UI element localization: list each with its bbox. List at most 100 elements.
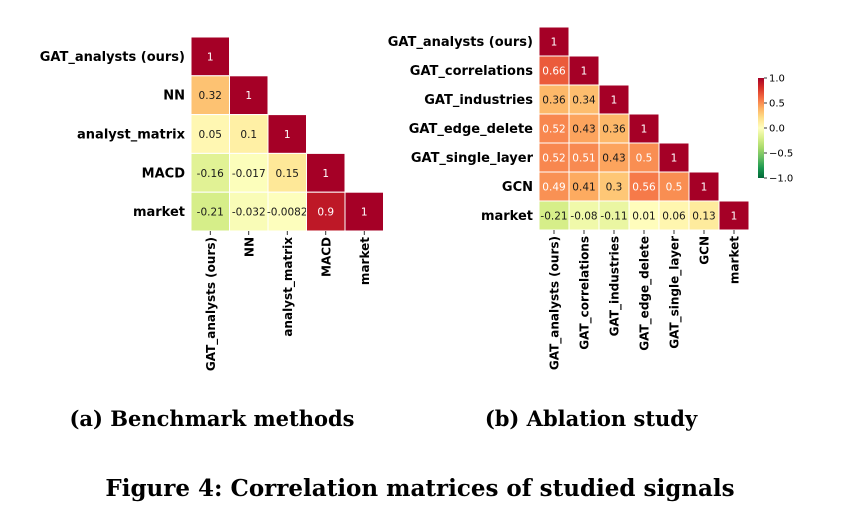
subcaption-b: (b) Ablation study xyxy=(485,406,698,431)
figure-caption: Figure 4: Correlation matrices of studie… xyxy=(105,475,734,502)
heatmap-benchmark: GAT_analysts (ours) NN analyst_matrix MACD m… xyxy=(40,36,384,371)
heatmap-cell xyxy=(598,84,630,115)
cell-value: -0.08 xyxy=(570,211,597,223)
column-label: MACD xyxy=(319,237,333,277)
heatmap-cell xyxy=(628,142,660,173)
heatmap-cell xyxy=(229,191,269,232)
cell-value: 0.41 xyxy=(572,182,595,194)
row-label: MACD xyxy=(142,166,186,181)
cell-value: 1 xyxy=(581,66,588,78)
heatmap-ablation: GAT_analysts (ours) GAT_correlations GAT_i… xyxy=(388,26,750,370)
cell-value: -0.11 xyxy=(600,211,627,223)
cell-value: 0.01 xyxy=(632,211,655,223)
colorbar-gradient xyxy=(758,78,764,178)
heatmap-cell xyxy=(267,114,307,154)
column-label: GCN xyxy=(698,236,712,265)
colorbar-tick-label: 0.0 xyxy=(769,124,785,135)
heatmap-cell xyxy=(190,36,230,77)
cell-value: 0.51 xyxy=(572,153,595,165)
heatmap-cell xyxy=(229,152,269,193)
cell-value: 1 xyxy=(671,153,678,165)
cell-value: 0.1 xyxy=(240,129,257,141)
colorbar: 1.0 0.5 0.0 −0.5 −1.0 xyxy=(758,74,793,185)
heatmap-cell xyxy=(538,113,570,144)
cell-value: 0.49 xyxy=(542,182,565,194)
row-label: GAT_analysts (ours) xyxy=(388,35,533,50)
subcaption-a: (a) Benchmark methods xyxy=(69,406,354,431)
column-label: NN xyxy=(242,237,256,257)
column-label: analyst_matrix xyxy=(281,237,296,337)
cell-value: -0.21 xyxy=(540,211,567,223)
row-label: GAT_industries xyxy=(424,93,533,108)
cell-value: 0.52 xyxy=(542,153,565,165)
column-label: GAT_single_layer xyxy=(668,236,683,349)
cell-value: 1 xyxy=(361,207,368,219)
cell-value: 1 xyxy=(322,168,329,180)
cell-value: 0.36 xyxy=(602,124,626,136)
cell-value: 1 xyxy=(731,211,738,223)
cell-value: 1 xyxy=(641,124,648,136)
cell-value: 0.13 xyxy=(692,211,715,223)
cell-value: -0.032 xyxy=(232,207,266,219)
heatmap-cell xyxy=(658,142,690,173)
cell-value: 0.9 xyxy=(317,207,334,219)
heatmap-cell xyxy=(568,55,600,86)
cell-value: 1 xyxy=(245,90,252,102)
cell-value: 0.52 xyxy=(542,124,565,136)
colorbar-tick-label: −1.0 xyxy=(769,174,793,185)
cell-value: 0.3 xyxy=(606,182,623,194)
cell-value: 0.56 xyxy=(632,182,656,194)
row-label: GAT_single_layer xyxy=(411,151,534,166)
row-label: market xyxy=(481,209,533,224)
column-label: GAT_analysts (ours) xyxy=(204,237,219,371)
heatmap-cell xyxy=(538,142,570,173)
heatmap-cell xyxy=(568,200,600,231)
cell-value: 0.66 xyxy=(542,66,566,78)
heatmap-cell xyxy=(190,75,230,116)
heatmap-cell xyxy=(628,113,660,144)
cell-value: 1 xyxy=(207,51,214,63)
cell-value: 1 xyxy=(611,95,618,107)
heatmap-cell xyxy=(718,200,750,231)
row-label: GAT_correlations xyxy=(410,64,533,79)
cell-value: 0.5 xyxy=(636,153,653,165)
heatmap-cell xyxy=(658,200,690,231)
heatmap-cell xyxy=(688,200,720,231)
heatmap-cell xyxy=(306,152,346,193)
row-label: GAT_analysts (ours) xyxy=(40,50,185,65)
cell-value: 1 xyxy=(284,129,291,141)
colorbar-tick-label: 1.0 xyxy=(769,74,785,85)
heatmap-cell xyxy=(568,84,600,115)
column-label: GAT_correlations xyxy=(578,236,593,350)
cell-value: 1 xyxy=(551,37,558,49)
cell-value: 0.36 xyxy=(542,95,566,107)
cell-value: 0.06 xyxy=(662,211,686,223)
colorbar-tick-label: 0.5 xyxy=(769,99,785,110)
row-label: GCN xyxy=(502,180,533,195)
row-label: GAT_edge_delete xyxy=(409,122,533,137)
cell-value: 0.43 xyxy=(602,153,625,165)
cell-value: -0.0082 xyxy=(267,207,308,219)
heatmap-cell xyxy=(538,26,570,57)
cell-value: -0.21 xyxy=(197,207,224,219)
cell-value: 0.5 xyxy=(666,182,683,194)
heatmap-cell xyxy=(598,142,630,173)
row-label: NN xyxy=(163,89,185,104)
column-label: GAT_industries xyxy=(608,236,623,336)
cell-value: 0.34 xyxy=(572,95,596,107)
column-label: GAT_edge_delete xyxy=(638,236,653,351)
column-label: market xyxy=(358,237,372,285)
heatmap-cell xyxy=(538,84,570,115)
cell-value: -0.017 xyxy=(232,168,266,180)
column-label: GAT_analysts (ours) xyxy=(548,236,563,370)
heatmap-cell xyxy=(306,191,346,232)
cell-value: 0.43 xyxy=(572,124,595,136)
cell-value: -0.16 xyxy=(197,168,224,180)
column-label: market xyxy=(728,236,742,284)
colorbar-tick-label: −0.5 xyxy=(769,149,793,160)
heatmap-cell xyxy=(628,171,660,202)
cell-value: 0.15 xyxy=(276,168,299,180)
row-label: market xyxy=(133,205,185,220)
cell-value: 0.32 xyxy=(199,90,222,102)
